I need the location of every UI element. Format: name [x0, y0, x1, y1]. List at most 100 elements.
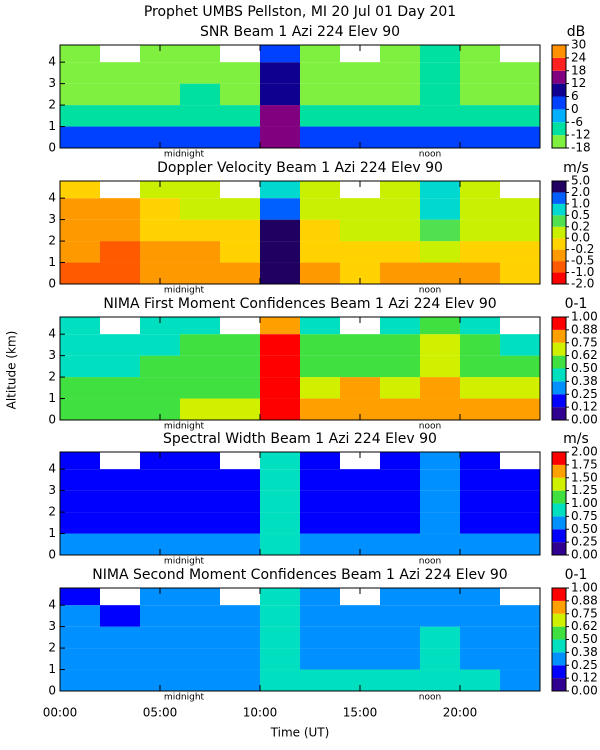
heatmap-cell [380, 62, 420, 84]
heatmap-cell [340, 241, 380, 263]
heatmap-cell [300, 398, 340, 420]
colorbar-tick-label: 12 [571, 76, 586, 90]
colorbar-tick-label: 24 [571, 50, 586, 64]
colorbar-band [552, 542, 566, 555]
heatmap-cell [100, 355, 140, 378]
annotation: noon [419, 422, 441, 432]
heatmap-cell [60, 398, 100, 420]
heatmap-cell [220, 626, 260, 649]
heatmap-cell [100, 626, 140, 649]
colorbar-band [552, 109, 566, 123]
heatmap-cell [460, 490, 500, 513]
y-tick-label: 3 [48, 76, 56, 90]
heatmap-cell [260, 605, 300, 627]
heatmap-cells [60, 317, 540, 420]
y-tick-label: 0 [48, 548, 56, 562]
heatmap-cell [420, 334, 460, 356]
heatmap-cell [100, 398, 140, 420]
heatmap-cell [340, 469, 380, 491]
y-tick-label: 1 [48, 119, 56, 133]
heatmap-cell [420, 533, 460, 555]
heatmap-cells [60, 45, 540, 148]
colorbar-band [552, 317, 566, 330]
heatmap-cell [460, 533, 500, 555]
heatmap-cell [100, 105, 140, 127]
heatmap-cell [340, 490, 380, 513]
heatmap-cell [340, 126, 380, 148]
heatmap-cell [340, 648, 380, 670]
heatmap-cell [340, 533, 380, 555]
panel-title: SNR Beam 1 Azi 224 Elev 90 [200, 24, 400, 40]
colorbar-tick-label: 1.00 [571, 496, 598, 510]
heatmap-cell [380, 533, 420, 555]
heatmap-cell [380, 105, 420, 127]
heatmap-cell [220, 512, 260, 534]
heatmap-cell [460, 648, 500, 670]
heatmap-cell [420, 588, 460, 606]
heatmap-cell [60, 241, 100, 263]
heatmap-cell [60, 181, 100, 199]
heatmap-cell [300, 605, 340, 627]
heatmap-cell [60, 83, 100, 106]
colorbar-band [552, 249, 566, 262]
heatmap-cell [460, 398, 500, 420]
colorbar-tick-label: 0.38 [571, 374, 598, 388]
heatmap-cell [180, 334, 220, 356]
colorbar-tick-label: -6 [571, 115, 583, 129]
heatmap-cell [260, 62, 300, 84]
colorbar-tick-label: 0.25 [571, 535, 598, 549]
heatmap-cell [180, 490, 220, 513]
heatmap-cell [100, 469, 140, 491]
heatmap-cell [460, 512, 500, 534]
colorbar-tick-label: 1.25 [571, 483, 598, 497]
heatmap-cell [420, 452, 460, 470]
colorbar-band [552, 181, 566, 193]
heatmap-cell [60, 355, 100, 378]
colorbar-tick-label: 1.75 [571, 457, 598, 471]
heatmap-cell [460, 126, 500, 148]
heatmap-cells [60, 452, 540, 555]
heatmap-cell [500, 241, 540, 263]
heatmap-cell [100, 669, 140, 691]
colorbar-unit: m/s [563, 431, 589, 447]
heatmap-cell [220, 648, 260, 670]
colorbar-tick-label: 0.5 [571, 208, 590, 222]
colorbar-tick-label: 0.88 [571, 593, 598, 607]
heatmap-cell [180, 452, 220, 470]
heatmap-cell [500, 626, 540, 649]
colorbar-band [552, 192, 566, 204]
heatmap-cell [460, 62, 500, 84]
heatmap-cell [180, 533, 220, 555]
y-tick-label: 2 [48, 234, 56, 248]
x-tick-label: 00:00 [43, 706, 78, 720]
heatmap-cell [380, 669, 420, 691]
heatmap-cell [340, 83, 380, 106]
heatmap-cell [180, 126, 220, 148]
heatmap-cell [260, 83, 300, 106]
heatmap-cell [500, 262, 540, 284]
heatmap-cell [60, 626, 100, 649]
heatmap-cell [460, 317, 500, 335]
heatmap-cell [60, 452, 100, 470]
heatmap-cell [300, 512, 340, 534]
heatmap-cell [380, 241, 420, 263]
colorbar-band [552, 407, 566, 420]
heatmap-cell [100, 198, 140, 220]
y-tick-label: 1 [48, 526, 56, 540]
colorbar-frame [551, 180, 567, 285]
plot-frame [59, 180, 541, 285]
colorbar-band [552, 529, 566, 543]
heatmap-cell [380, 452, 420, 470]
annotation: midnight [164, 150, 205, 160]
heatmap-cell [60, 512, 100, 534]
heatmap-cell [500, 469, 540, 491]
heatmap-cell [500, 334, 540, 356]
heatmap-cell [460, 355, 500, 378]
heatmap-cell [300, 334, 340, 356]
heatmap-cell [500, 648, 540, 670]
heatmap-cell [300, 588, 340, 606]
colorbar-unit: 0-1 [565, 296, 588, 312]
heatmap-cell [420, 219, 460, 242]
heatmap-cell [60, 605, 100, 627]
heatmap-cell [260, 588, 300, 606]
